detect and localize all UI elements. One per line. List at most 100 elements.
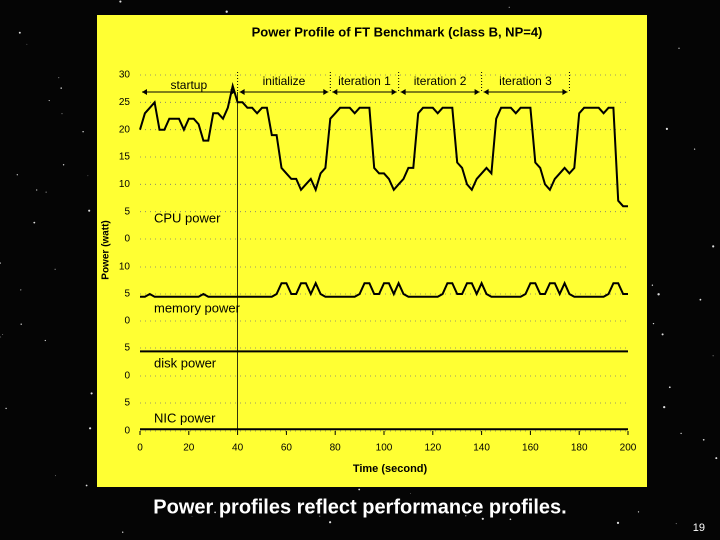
chart-title: Power Profile of FT Benchmark (class B, … [252,24,543,39]
y-tick-label: 20 [119,124,131,135]
y-tick-label: 10 [119,262,131,273]
star [20,323,22,325]
y-tick-label: 30 [119,70,131,81]
phase-label: iteration 3 [499,74,552,88]
star [88,209,91,212]
chart-panel [97,15,647,487]
star [715,457,718,460]
star [55,475,56,477]
star [119,0,122,3]
star [16,174,18,176]
series-line [139,81,628,208]
star [58,77,60,79]
star [225,10,228,13]
star [88,427,92,430]
star [60,87,62,89]
phase-label: iteration 1 [338,74,391,88]
star [329,521,332,524]
star [668,386,671,389]
star [87,175,89,177]
y-axis-label: Power (watt) [101,220,112,279]
y-tick-label: 0 [124,371,130,382]
caption: Power profiles reflect performance profi… [153,496,566,518]
y-tick-label: 5 [124,343,130,354]
star [358,488,361,491]
x-tick-label: 160 [522,443,539,454]
star [33,221,36,224]
star [702,438,705,441]
star [657,293,660,296]
series-line [140,280,628,298]
star [651,284,654,286]
star [616,521,620,525]
star [680,432,682,435]
star [90,392,93,395]
star [465,515,467,517]
x-tick-label: 80 [330,443,342,454]
star [675,523,677,525]
star [652,322,655,325]
x-tick-label: 0 [137,443,143,454]
y-tick-label: 15 [119,152,131,163]
star [36,189,38,191]
x-tick-label: 20 [183,443,195,454]
y-tick-label: 5 [124,206,130,217]
star [18,31,21,34]
y-tick-label: 0 [124,426,130,437]
star [663,405,666,409]
plot: 0 5 10 15 20 25 30 CPU power startup initialize it… [119,70,637,454]
star [509,518,512,521]
star [712,355,714,357]
panel-label: CPU power [154,210,221,225]
star [508,6,510,8]
phase-label: iteration 2 [414,74,467,88]
phase-label: startup [170,78,207,92]
page-number: 19 [693,522,705,534]
star [54,268,56,270]
star [319,515,321,517]
x-tick-label: 180 [571,443,588,454]
x-tick-label: 200 [620,443,637,454]
panel-label: NIC power [154,410,216,425]
star [693,148,696,150]
phase-label: initialize [263,74,306,88]
star [191,516,193,517]
y-tick-label: 25 [119,97,131,108]
y-tick-label: 5 [124,398,130,409]
star [82,131,84,133]
star [678,47,680,49]
star [48,100,50,102]
star [61,113,63,115]
x-tick-label: 140 [473,443,490,454]
star [712,245,715,248]
star [699,298,702,301]
star [410,493,411,494]
star [85,484,88,487]
x-axis-label: Time (second) [353,463,428,475]
star [45,191,47,193]
panel-label: disk power [154,355,217,370]
x-tick-label: 120 [424,443,441,454]
star [5,407,7,410]
star [214,511,216,514]
star [661,333,664,336]
star [62,164,65,166]
panel-label: memory power [154,300,241,315]
x-tick-label: 40 [232,443,244,454]
x-tick-label: 60 [281,443,293,454]
star [2,334,4,335]
star [0,336,2,338]
y-tick-label: 10 [119,179,131,190]
star [20,289,22,291]
x-tick-label: 100 [376,443,393,454]
y-tick-label: 5 [124,289,130,300]
star [665,127,669,130]
y-tick-label: 0 [124,234,130,245]
y-tick-label: 0 [124,316,130,327]
star [637,511,640,513]
star [44,339,46,342]
star [26,43,28,45]
